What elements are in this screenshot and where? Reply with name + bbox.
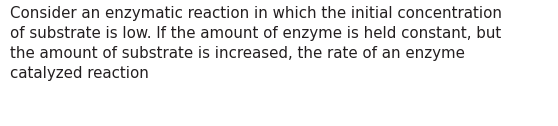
Text: Consider an enzymatic reaction in which the initial concentration
of substrate i: Consider an enzymatic reaction in which …	[10, 6, 502, 81]
